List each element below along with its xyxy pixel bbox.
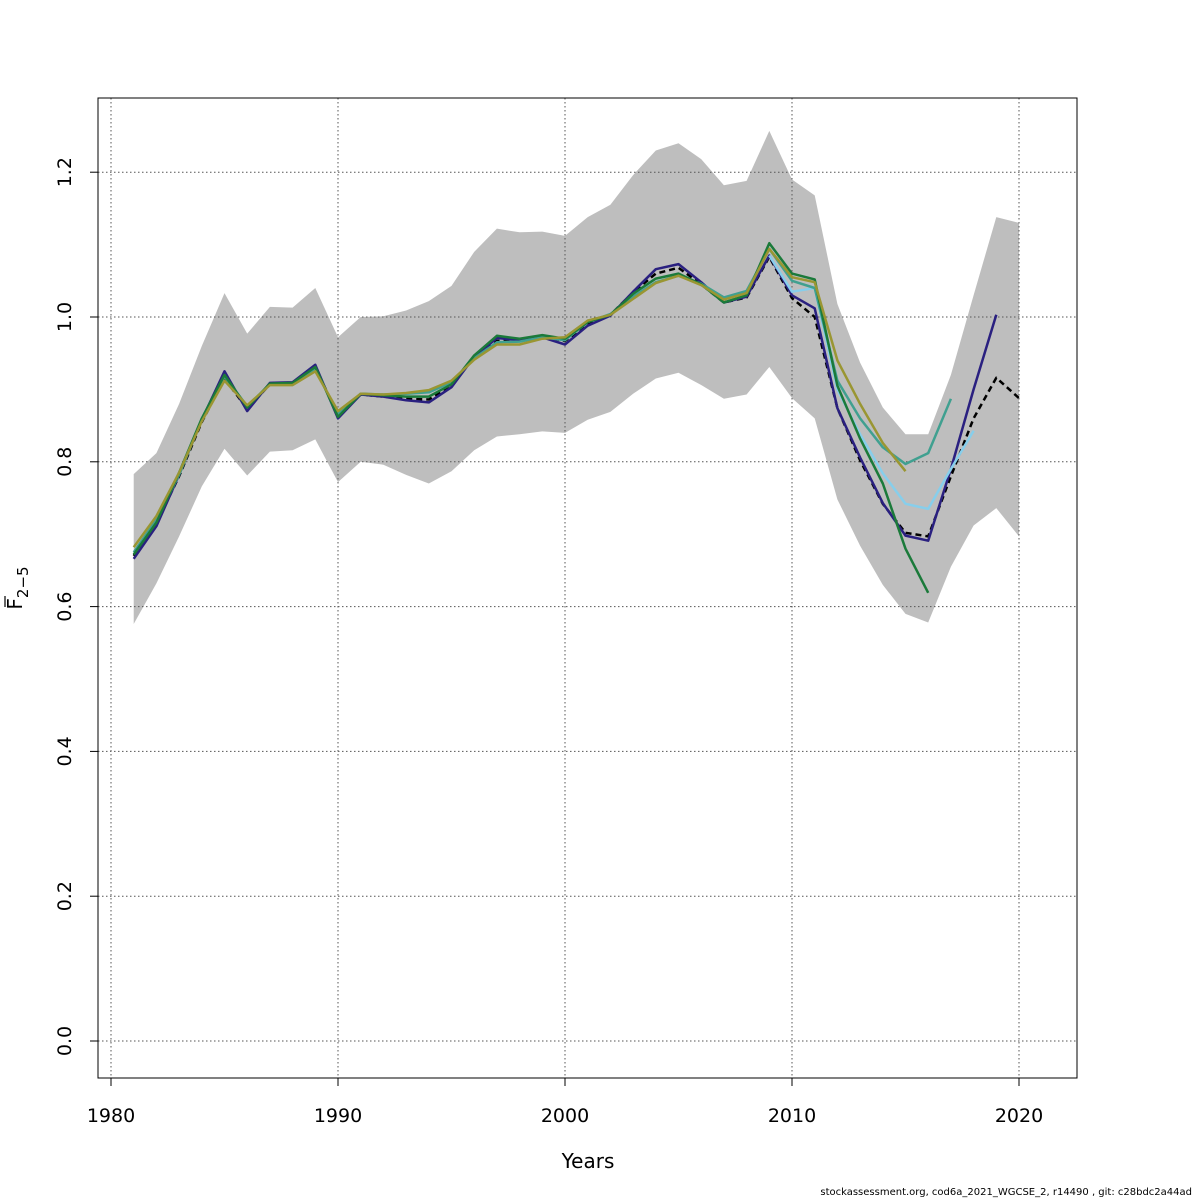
series-layer <box>132 241 1020 594</box>
series-line-6 <box>132 247 907 548</box>
y-tick-label: 1.0 <box>54 302 76 332</box>
x-axis: 1980 1990 2000 2010 2020 <box>87 1078 1043 1127</box>
y-tick-label: 1.2 <box>54 157 76 187</box>
confidence-band <box>133 130 1019 624</box>
x-tick-label: 1990 <box>314 1105 362 1127</box>
x-tick-label: 2020 <box>995 1105 1043 1127</box>
confidence-band-layer <box>133 130 1019 624</box>
y-tick-label: 0.8 <box>54 447 76 477</box>
y-tick-label: 0.0 <box>54 1026 76 1056</box>
y-tick-label: 0.4 <box>54 736 76 766</box>
series-line-3 <box>768 254 975 511</box>
x-axis-title: Years <box>561 1149 615 1173</box>
y-axis-title-main: F <box>3 598 27 610</box>
x-tick-label: 2000 <box>541 1105 589 1127</box>
grid-layer <box>98 98 1077 1078</box>
y-axis: 0.0 0.2 0.4 0.6 0.8 1.0 1.2 <box>54 157 98 1056</box>
y-tick-label: 0.6 <box>54 591 76 621</box>
plot-frame <box>97 97 1078 1079</box>
x-tick-label: 1980 <box>87 1105 135 1127</box>
y-tick-label: 0.2 <box>54 881 76 911</box>
footer-note: stockassessment.org, cod6a_2021_WGCSE_2,… <box>820 1187 1192 1198</box>
y-axis-title-subscript: 2−5 <box>14 566 32 598</box>
x-tick-label: 2010 <box>768 1105 816 1127</box>
y-axis-title: F2−5 <box>3 566 32 609</box>
